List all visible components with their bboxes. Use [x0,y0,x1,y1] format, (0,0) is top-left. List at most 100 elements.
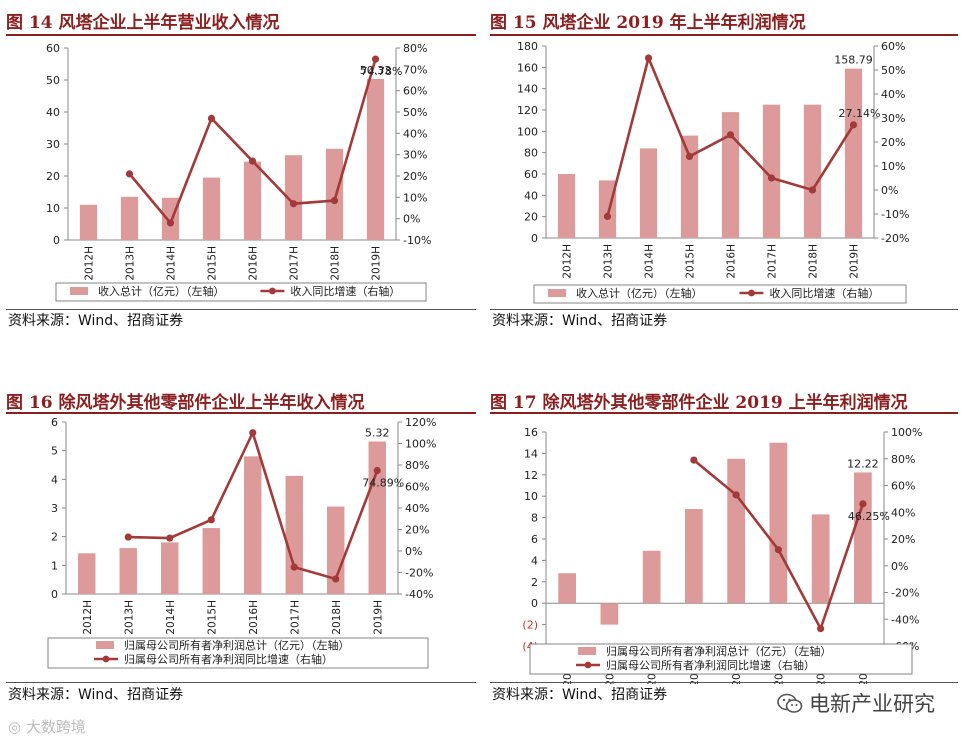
bar [79,204,98,240]
bar [854,472,872,604]
growth-point [371,55,380,63]
growth-point [644,54,653,62]
legend: 归属母公司所有者净利润总计（亿元）（左轴）归属母公司所有者净利润同比增速（右轴） [47,637,429,669]
growth-point [124,533,132,541]
bar [202,177,221,240]
right-tick-label: 30% [403,149,427,162]
legend-line-marker [584,661,592,669]
bar [78,553,96,594]
category-label: 2015H [207,246,219,281]
category-label: 2014H [644,244,656,279]
left-tick-label: 4 [51,473,58,486]
left-tick-label: 1 [51,559,58,572]
growth-point [289,200,298,208]
right-tick-label: 50% [881,64,905,77]
source-note: 资料来源：Wind、招商证券 [8,313,184,329]
right-tick-label: 70% [403,63,427,76]
left-tick-label: 30 [46,138,60,151]
bar-value-label: 50.33 [360,64,392,77]
right-tick-label: 0% [403,213,420,226]
right-tick-label: -10% [881,208,909,221]
left-tick-label: 20 [524,211,538,224]
right-tick-label: 10% [403,191,427,204]
wechat-icon [777,693,803,720]
bar [680,135,699,238]
source-rule [490,309,958,310]
bar [119,548,137,594]
bar [685,509,703,604]
right-tick-label: 80% [405,459,429,472]
right-tick-label: 20% [891,533,915,546]
bar [557,174,576,238]
bar [769,442,788,604]
growth-point [166,534,174,542]
right-tick-label: 100% [405,438,436,451]
legend-line-marker [102,655,110,663]
category-label: 2014H [165,600,177,635]
right-tick-label: 40% [891,506,915,519]
legend-label: 归属母公司所有者净利润同比增速（右轴） [606,658,815,672]
plot-area: 0 1 2 3 4 5 6 -40% -20% 0% 20% 40% 60% 80% 100% 120% 201… [51,416,436,635]
growth-point [290,563,298,571]
right-tick-label: 20% [405,524,429,537]
category-label: 2012H [84,246,96,281]
bar-value-label: 12.22 [847,457,879,470]
right-tick-label: 60% [881,40,905,53]
left-tick-label: 0 [51,588,58,601]
category-label: 2013H [125,246,137,281]
category-label: 2016H [248,246,260,281]
category-label: 2015H [206,600,218,635]
source-note: 资料来源：Wind、招商证券 [492,687,668,703]
bar [161,542,179,594]
title-rule [490,412,958,414]
chart-fig14: 0 10 20 30 40 50 60 -10% 0% 10% 20% 30% 40% 50% 60% 70%… [46,42,431,302]
panel-fig16: 图 16 除风塔外其他零部件企业上半年收入情况 0 1 2 3 4 5 6 -40% -20% 0… [6,388,478,718]
left-tick-label: 4 [531,554,538,567]
panel-fig15: 图 15 风塔企业 2019 年上半年利润情况 0 20 40 60 80 100 120 1… [490,8,960,338]
right-tick-label: 0% [405,545,422,558]
plot-area: 0 10 20 30 40 50 60 -10% 0% 10% 20% 30% 40% 50% 60% 70%… [46,42,431,281]
right-tick-label: 40% [881,88,905,101]
growth-point [248,157,257,165]
panel-fig17: 图 17 除风塔外其他零部件企业 2019 上半年利润情况 (4)(2)0246… [490,388,960,718]
right-tick-label: 10% [881,160,905,173]
panel-fig14: 图 14 风塔企业上半年营业收入情况 0 10 20 30 40 50 60 -10% 0% 10… [6,8,478,338]
category-label: 2018H [331,600,343,635]
growth-point [685,152,694,160]
legend-bar-swatch [96,641,114,649]
growth-point [726,131,735,139]
right-tick-label: 60% [891,480,915,493]
legend-label: 归属母公司所有者净利润同比增速（右轴） [124,652,333,666]
title-rule [6,412,476,414]
left-tick-label: 140 [517,83,538,96]
bar [243,161,262,240]
right-tick-label: -40% [891,613,919,626]
legend-bar-swatch [578,647,596,655]
right-tick-label: 20% [881,136,905,149]
bar [244,456,262,594]
chart-fig15: 0 20 40 60 80 100 120 140 160 180 -20% -10% 0% 10% 20%… [517,40,909,304]
left-tick-label: 0 [53,234,60,247]
category-label: 2017H [767,244,779,279]
legend-label: 归属母公司所有者净利润总计（亿元）（左轴） [124,638,350,652]
left-tick-label: 0 [531,232,538,245]
right-tick-label: 0% [891,560,908,573]
bar [811,514,830,604]
growth-point [732,491,740,499]
left-tick-label: 12 [524,469,538,482]
left-tick-label: 50 [46,74,60,87]
right-tick-label: 50% [403,106,427,119]
growth-point [332,575,340,583]
left-tick-label: 100 [517,125,538,138]
category-label: 2018H [808,244,820,279]
category-label: 2012H [562,244,574,279]
left-tick-label: 6 [531,533,538,546]
source-note: 资料来源：Wind、招商证券 [8,687,184,703]
right-tick-label: 30% [881,112,905,125]
bar [600,603,619,625]
source-rule [6,682,476,683]
category-label: 2017H [289,600,301,635]
growth-point [207,114,216,122]
growth-point [808,186,817,194]
right-tick-label: 80% [403,42,427,55]
